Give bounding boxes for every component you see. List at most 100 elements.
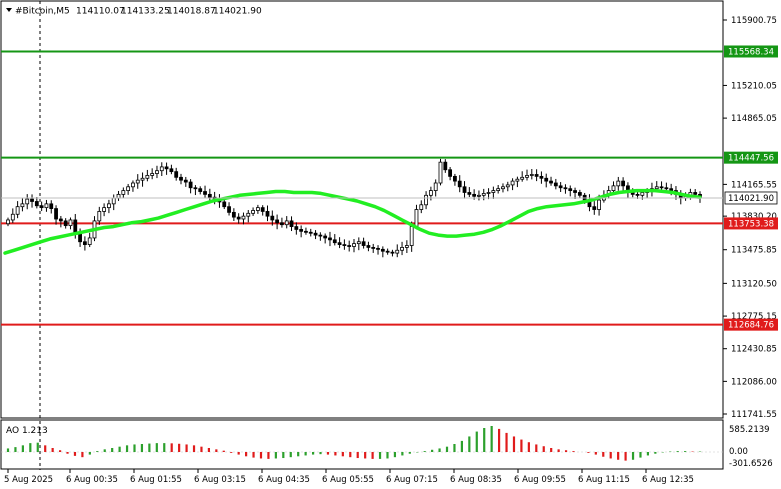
candle-body xyxy=(54,208,58,220)
candle-body xyxy=(126,186,131,191)
time-tick-label: 5 Aug 2025 xyxy=(4,475,53,485)
candle-body xyxy=(241,215,246,220)
candle-body xyxy=(68,219,73,227)
time-tick-label: 6 Aug 01:55 xyxy=(130,475,182,485)
candle-body xyxy=(592,206,597,210)
candle-body xyxy=(164,166,169,170)
candle-body xyxy=(577,192,582,196)
level-tag xyxy=(724,45,778,58)
time-tick-label: 6 Aug 09:55 xyxy=(514,475,566,485)
time-tick-label: 6 Aug 05:55 xyxy=(322,475,374,485)
candle-body xyxy=(140,177,145,181)
candle-body xyxy=(443,161,448,171)
candle-body xyxy=(39,205,44,209)
candle-body xyxy=(323,235,328,239)
level-label: 112684.76 xyxy=(728,321,774,331)
candle-body xyxy=(361,241,366,246)
level-label: 115568.34 xyxy=(728,47,774,57)
ao-indicator: AO 1.213 585.2139 0.00 -301.6526 xyxy=(1,425,773,469)
candle-body xyxy=(255,207,260,211)
candle-body xyxy=(563,187,568,190)
candle-body xyxy=(299,229,304,232)
candle-body xyxy=(371,247,376,249)
candle-body xyxy=(198,188,203,192)
candle-body xyxy=(693,192,698,195)
candle-body xyxy=(260,207,265,212)
level-label: 114447.56 xyxy=(728,154,774,164)
current-price-label: 114021.90 xyxy=(728,194,774,204)
candle-body xyxy=(472,193,477,197)
candle-body xyxy=(193,187,198,190)
candle-body xyxy=(448,169,453,177)
candle-body xyxy=(380,248,385,252)
candle-body xyxy=(145,175,150,179)
candle-body xyxy=(150,173,155,176)
time-tick-label: 6 Aug 12:35 xyxy=(642,475,694,485)
time-tick-label: 6 Aug 00:35 xyxy=(66,475,118,485)
current-price-tag: 114021.90 xyxy=(724,191,778,205)
candle-body xyxy=(203,191,207,195)
price-tick-label: 113475.85 xyxy=(731,246,777,256)
candle-body xyxy=(669,188,674,191)
candle-body xyxy=(289,220,294,227)
time-tick-label: 6 Aug 03:15 xyxy=(194,475,246,485)
candle-body xyxy=(78,233,82,243)
candle-body xyxy=(664,187,669,190)
candle-body xyxy=(87,237,92,245)
candle-body xyxy=(49,203,54,209)
candle-body xyxy=(549,180,553,184)
candle-body xyxy=(107,203,111,209)
price-tick-label: 112775.15 xyxy=(731,312,777,322)
chart-header: #Bitcoin,M5 114110.07 114133.25 114018.8… xyxy=(6,7,262,17)
candle-body xyxy=(207,193,212,198)
moving-average-line xyxy=(3,188,702,255)
candle-body xyxy=(395,249,400,254)
candle-body xyxy=(188,181,193,189)
candle-body xyxy=(251,210,255,214)
candle-body xyxy=(529,174,534,176)
price-tick-label: 114865.05 xyxy=(731,114,777,124)
candle-body xyxy=(400,247,404,251)
candle-body xyxy=(270,215,275,221)
candle-body xyxy=(63,220,68,227)
candle-body xyxy=(491,190,496,193)
candle-body xyxy=(337,242,342,245)
price-tick-label: 113830.20 xyxy=(731,212,777,222)
candle-body xyxy=(486,192,491,194)
candle-body xyxy=(659,186,664,189)
candle-body xyxy=(352,243,356,247)
candle-body xyxy=(433,182,438,191)
time-tick-label: 6 Aug 08:35 xyxy=(450,475,502,485)
candle-body xyxy=(10,213,15,221)
candle-body xyxy=(265,211,270,217)
candle-body xyxy=(428,190,433,196)
price-tick-label: 112430.85 xyxy=(731,345,777,355)
candle-body xyxy=(520,176,525,180)
candle-body xyxy=(515,178,520,182)
level-label: 113753.38 xyxy=(728,219,774,229)
candle-body xyxy=(419,204,424,210)
price-tick-label: 112086.00 xyxy=(731,377,777,387)
candle-body xyxy=(313,232,318,236)
candle-body xyxy=(58,218,63,222)
candle-body xyxy=(462,186,467,193)
candle-body xyxy=(544,177,549,182)
candle-body xyxy=(275,219,280,224)
candle-body xyxy=(179,176,183,181)
candle-body xyxy=(414,209,419,227)
candle-body xyxy=(6,219,10,225)
candle-body xyxy=(82,241,87,245)
low-value: 114018.87 xyxy=(167,7,216,17)
candle-body xyxy=(496,188,501,191)
open-value: 114110.07 xyxy=(76,7,125,17)
level-tag xyxy=(724,151,778,164)
candle-body xyxy=(222,201,227,208)
candle-body xyxy=(308,231,313,234)
candle-body xyxy=(409,226,414,246)
candle-body xyxy=(135,179,140,184)
candle-body xyxy=(25,198,30,205)
candle-body xyxy=(332,239,337,244)
candle-body xyxy=(236,216,241,220)
candle-body xyxy=(347,245,352,247)
